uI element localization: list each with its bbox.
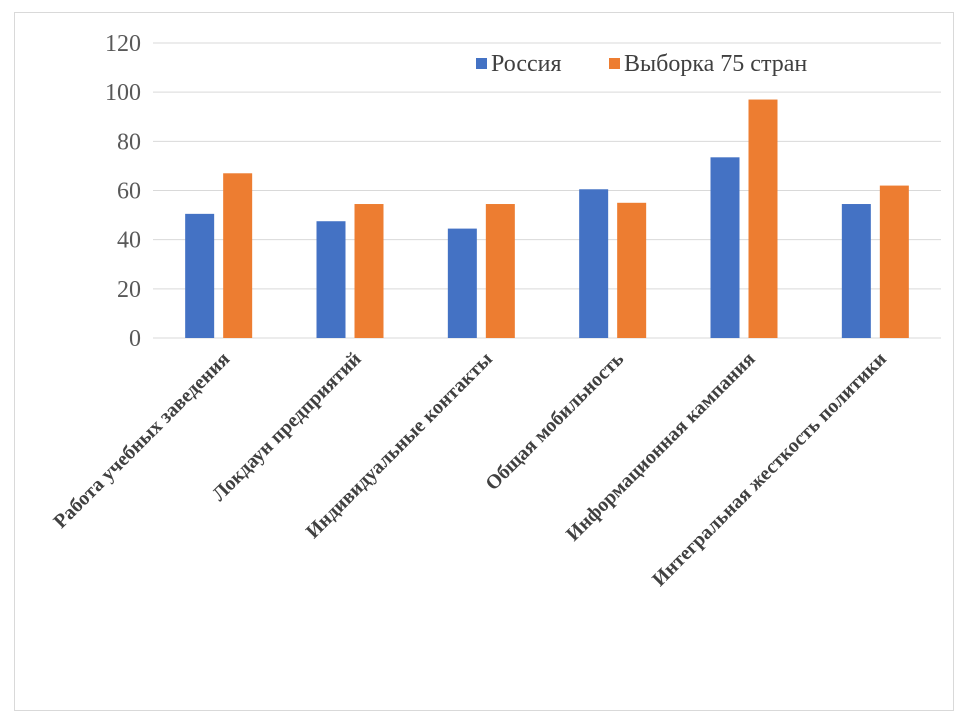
bar-russia-4 (710, 157, 740, 338)
gridlines (153, 42, 941, 339)
bar-sample-3 (617, 202, 647, 338)
y-axis-ticks: 0 20 40 60 80 100 120 (105, 31, 141, 352)
bar-chart: 0 20 40 60 80 100 120 Работа учебных заведения… (49, 31, 941, 591)
legend-swatch (609, 58, 620, 69)
bar-russia-0 (185, 213, 215, 338)
y-tick-label: 20 (117, 277, 141, 303)
legend-label: Россия (491, 51, 562, 77)
y-tick-label: 0 (129, 326, 141, 352)
bar-russia-2 (447, 228, 477, 338)
y-tick-label: 120 (105, 31, 141, 57)
bar-sample-1 (354, 204, 384, 338)
bar-sample-0 (223, 173, 253, 338)
x-category-label: Интегральная жесткость политики (648, 348, 891, 591)
x-category-label: Локдаун предприятий (208, 348, 366, 506)
chart-frame: 0 20 40 60 80 100 120 Работа учебных заведения… (14, 12, 954, 711)
y-tick-label: 60 (117, 179, 141, 205)
bar-russia-1 (316, 221, 346, 338)
legend: Россия Выборка 75 стран (476, 51, 807, 77)
bar-russia-3 (579, 189, 609, 338)
bar-sample-2 (485, 204, 515, 338)
y-tick-label: 80 (117, 129, 141, 155)
y-tick-label: 100 (105, 80, 141, 106)
bar-sample-4 (748, 99, 778, 339)
bars (185, 99, 909, 339)
x-category-label: Общая мобильность (481, 348, 628, 495)
y-tick-label: 40 (117, 228, 141, 254)
bar-sample-5 (879, 185, 909, 338)
x-category-label: Работа учебных заведения (49, 348, 234, 533)
legend-swatch (476, 58, 487, 69)
legend-label: Выборка 75 стран (624, 51, 807, 77)
bar-russia-5 (841, 204, 871, 338)
